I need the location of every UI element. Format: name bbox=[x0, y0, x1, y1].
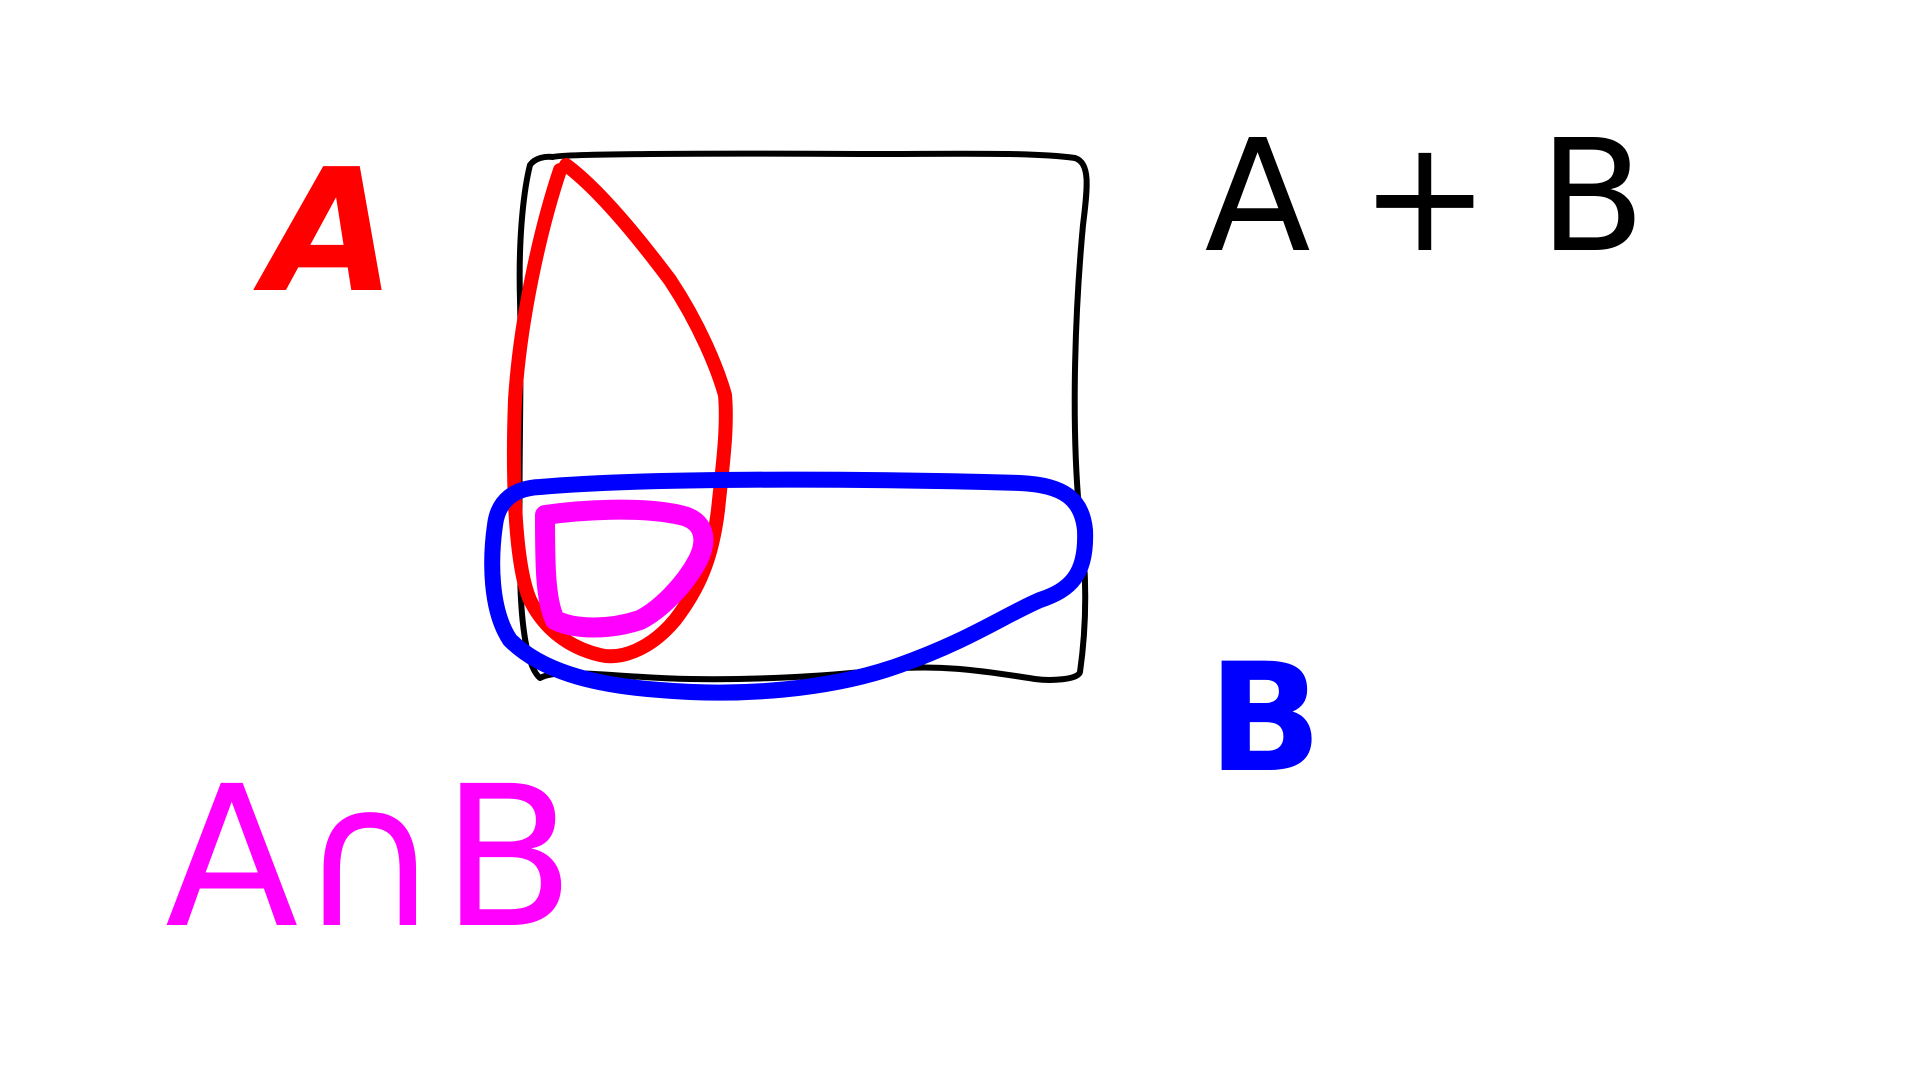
union-label: A + B bbox=[1205, 106, 1646, 287]
intersection-label: A∩B bbox=[165, 744, 575, 971]
intersection-shape bbox=[535, 499, 714, 638]
set-a-label: A bbox=[252, 133, 396, 331]
set-b-shape bbox=[484, 471, 1094, 701]
set-b-label: B bbox=[1208, 632, 1322, 806]
set-a-shape bbox=[506, 158, 733, 664]
universe-box bbox=[516, 150, 1090, 683]
